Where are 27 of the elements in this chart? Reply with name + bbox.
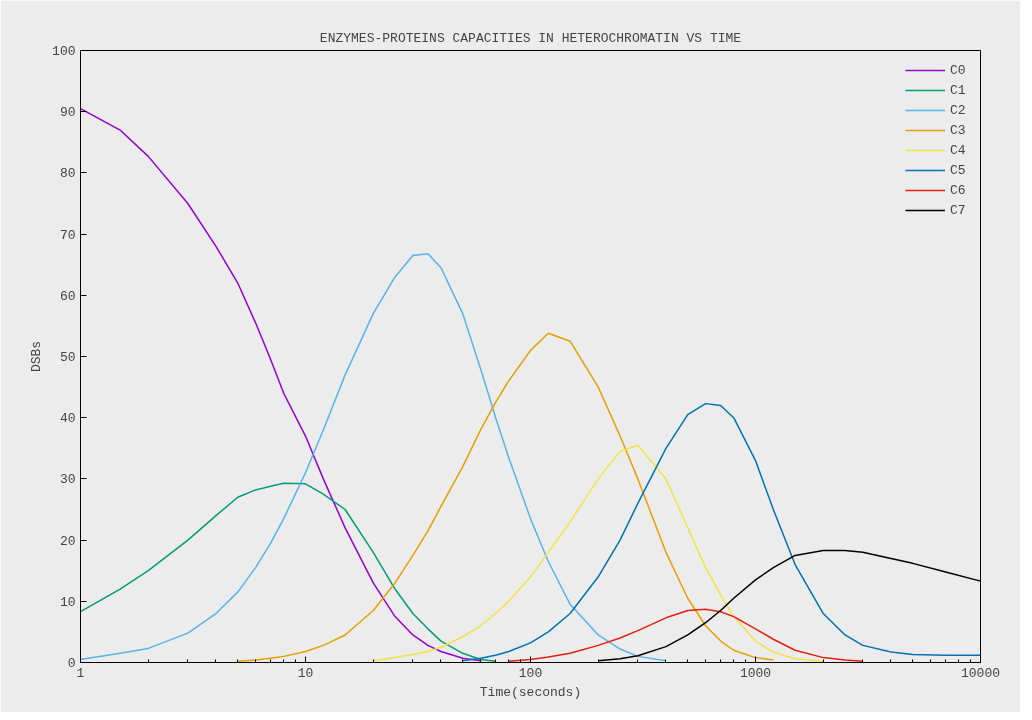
legend-label: C4	[950, 142, 967, 158]
legend-label: C7	[950, 202, 967, 218]
y-tick-label: 40	[59, 411, 76, 427]
x-tick-label: 1	[76, 665, 85, 681]
y-tick-label: 0	[67, 656, 76, 671]
x-tick-label: 100	[518, 665, 543, 681]
x-tick-label: 10	[297, 665, 314, 681]
x-tick-label: 1000	[739, 665, 772, 681]
y-tick-label: 20	[59, 533, 76, 549]
y-axis-title: DSBs	[29, 340, 45, 373]
legend-label: C3	[950, 122, 967, 138]
y-tick-label: 50	[59, 350, 76, 365]
legend-label: C0	[950, 62, 967, 78]
legend-label: C1	[950, 82, 967, 98]
x-tick-label: 10000	[961, 665, 1001, 681]
x-axis-title: Time(seconds)	[479, 684, 582, 700]
y-tick-label: 10	[59, 594, 76, 610]
y-tick-label: 100	[52, 44, 76, 59]
chart-title: ENZYMES-PROTEINS CAPACITIES IN HETEROCHROMATIN VS TIME	[319, 30, 742, 46]
y-tick-label: 30	[59, 472, 76, 488]
y-tick-label: 90	[59, 105, 76, 121]
legend-label: C2	[950, 102, 967, 118]
y-tick-label: 60	[59, 288, 76, 304]
legend-label: C6	[950, 182, 967, 198]
y-tick-label: 70	[59, 227, 76, 243]
legend-label: C5	[950, 162, 967, 178]
y-tick-label: 80	[59, 166, 76, 182]
